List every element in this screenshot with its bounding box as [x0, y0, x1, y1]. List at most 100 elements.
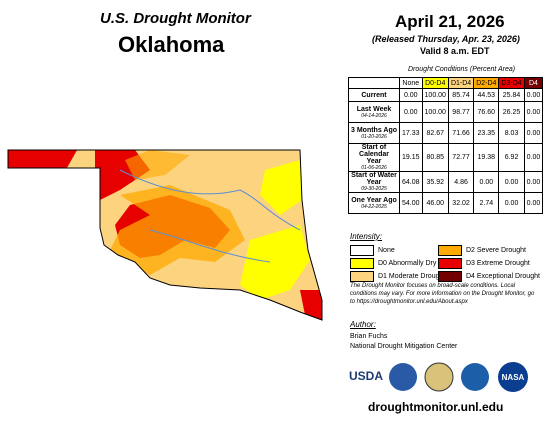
row-date: 04-22-2025 [361, 203, 387, 210]
author-heading: Author: [350, 320, 376, 329]
row-label: Start of Water Year 09-30-2025 [348, 171, 400, 193]
row-date: 09-30-2025 [361, 186, 387, 192]
cell: 0.00 [498, 171, 525, 193]
cell: 0.00 [523, 101, 544, 123]
logo-text: NASA [502, 373, 525, 382]
cell: 0.00 [473, 171, 500, 193]
legend-item: D3 Extreme Drought [438, 258, 530, 269]
cell: 4.86 [447, 171, 475, 193]
legend-title: Intensity: [350, 232, 383, 241]
cell: 0.00 [523, 143, 544, 172]
cell: 76.60 [473, 101, 500, 123]
monitor-title: U.S. Drought Monitor [100, 10, 251, 27]
cell: 98.77 [447, 101, 475, 123]
drought-areas [8, 150, 322, 320]
column-header: None [399, 77, 423, 89]
row-date: 04-14-2026 [361, 112, 387, 119]
legend-item: D4 Exceptional Drought [438, 271, 540, 282]
legend-swatch [350, 245, 374, 256]
row-name: Start of Water Year [351, 172, 397, 186]
cell: 6.92 [498, 143, 525, 172]
cell: 25.84 [498, 88, 525, 102]
row-name: 3 Months Ago [351, 126, 398, 134]
cell: 19.38 [473, 143, 500, 172]
legend-label: D0 Abnormally Dry [378, 260, 437, 267]
legend-item: D1 Moderate Drought [350, 271, 445, 282]
legend-label: D4 Exceptional Drought [466, 273, 540, 280]
cell: 0.00 [399, 88, 423, 102]
legend-item: D2 Severe Drought [438, 245, 526, 256]
cell: 26.25 [498, 101, 525, 123]
column-header: D4 [523, 77, 544, 89]
cell: 0.00 [498, 192, 525, 214]
cell: 0.00 [523, 88, 544, 102]
row-date: 01-06-2026 [361, 165, 387, 171]
legend-label: D2 Severe Drought [466, 247, 526, 254]
author-org: National Drought Mitigation Center [350, 343, 458, 350]
table-row: One Year Ago 04-22-2025 54.00 46.00 32.02 2.7… [348, 192, 544, 214]
column-header: D2-D4 [473, 77, 500, 89]
map [7, 149, 323, 321]
row-name: Start of Calendar Year [359, 144, 389, 165]
cell: 54.00 [399, 192, 423, 214]
cell: 32.02 [447, 192, 475, 214]
cell: 72.77 [447, 143, 475, 172]
date: April 21, 2026 [395, 12, 505, 31]
row-label: 3 Months Ago 01-20-2026 [348, 122, 400, 144]
cell: 35.92 [421, 171, 449, 193]
cell: 0.00 [523, 171, 544, 193]
table-row: Start of Calendar Year 01-06-2026 19.15 80.… [348, 143, 544, 172]
cell: 44.53 [473, 88, 500, 102]
row-name: Current [361, 91, 387, 99]
cell: 19.15 [399, 143, 423, 172]
released: (Released Thursday, Apr. 23, 2026) [372, 34, 520, 44]
corner [348, 77, 400, 89]
cell: 100.00 [421, 101, 449, 123]
note: The Drought Monitor focuses on broad-sca… [350, 283, 535, 305]
legend-label: D1 Moderate Drought [378, 273, 446, 280]
legend-swatch [438, 271, 462, 282]
cell: 0.00 [523, 122, 544, 144]
row-label: Last Week 04-14-2026 [348, 101, 400, 123]
logos: USDA NASA [349, 362, 528, 392]
cell: 71.66 [447, 122, 475, 144]
legend-label: None [378, 247, 395, 254]
row-name: One Year Ago [351, 196, 397, 204]
cell: 46.00 [421, 192, 449, 214]
table-row: 3 Months Ago 01-20-2026 17.33 82.67 71.66 23.… [348, 122, 544, 144]
cell: 17.33 [399, 122, 423, 144]
column-header: D3-D4 [498, 77, 525, 89]
url: droughtmonitor.unl.edu [368, 400, 504, 414]
legend-label: D3 Extreme Drought [466, 260, 530, 267]
cell: 2.74 [473, 192, 500, 214]
logo-text: USDA [349, 369, 383, 383]
legend-swatch [438, 258, 462, 269]
cell: 80.85 [421, 143, 449, 172]
cell: 85.74 [447, 88, 475, 102]
row-date: 01-20-2026 [361, 133, 387, 140]
legend-swatch [438, 245, 462, 256]
legend-item: D0 Abnormally Dry [350, 258, 436, 269]
valid: Valid 8 a.m. EDT [420, 46, 490, 56]
cell: 82.67 [421, 122, 449, 144]
row-label: Current [348, 88, 400, 102]
cell: 8.03 [498, 122, 525, 144]
header-row: None D0-D4 D1-D4 D2-D4 D3-D4 D4 [348, 77, 544, 89]
row-label: Start of Calendar Year 01-06-2026 [348, 143, 400, 172]
cell: 0.00 [523, 192, 544, 214]
legend-swatch [350, 258, 374, 269]
table-row: Start of Water Year 09-30-2025 64.08 35.92 4… [348, 171, 544, 193]
row-name: Last Week [356, 105, 392, 113]
table-row: Last Week 04-14-2026 0.00 100.00 98.77 76.60 2… [348, 101, 544, 123]
stats-table: None D0-D4 D1-D4 D2-D4 D3-D4 D4 Current 0.00 100… [348, 77, 544, 214]
cell: 100.00 [421, 88, 449, 102]
cell: 0.00 [399, 101, 423, 123]
cell: 64.08 [399, 171, 423, 193]
table-row: Current 0.00 100.00 85.74 44.53 25.84 0.00 [348, 88, 544, 102]
cell: 23.35 [473, 122, 500, 144]
state-name: Oklahoma [118, 32, 225, 57]
row-label: One Year Ago 04-22-2025 [348, 192, 400, 214]
legend-swatch [350, 271, 374, 282]
author-name: Brian Fuchs [350, 333, 388, 340]
